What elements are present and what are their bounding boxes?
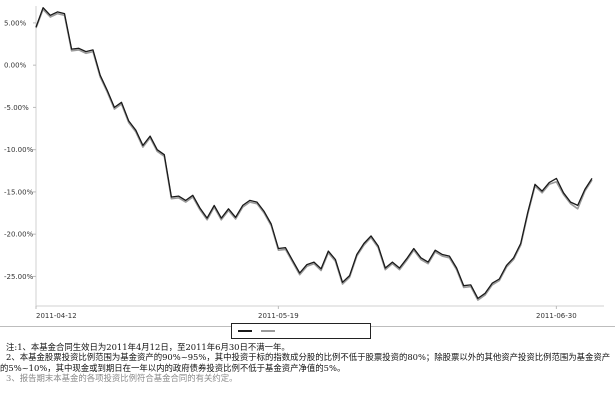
y-tick-label: 0.00% — [4, 62, 27, 70]
y-tick-label: 5.00% — [4, 19, 27, 27]
x-tick-label: 2011-05-19 — [258, 312, 299, 320]
note-line-2: 2、本基金股票投资比例范围为基金资产的90%~95%，其中投资于标的指数成分股的… — [0, 352, 611, 373]
note-line-1: 注:1、本基金合同生效日为2011年4月12日，至2011年6月30日不满一年。 — [6, 342, 290, 352]
y-tick-label: -5.00% — [4, 104, 29, 112]
legend-item-1 — [238, 330, 255, 332]
y-tick-label: -25.00% — [4, 273, 34, 281]
y-tick-label: -15.00% — [4, 188, 34, 196]
y-tick-label: -10.00% — [4, 146, 34, 154]
legend-swatch-2 — [261, 330, 275, 332]
legend-swatch-1 — [238, 330, 252, 332]
x-tick-label: 2011-06-30 — [536, 312, 577, 320]
chart-frame: 5.00% 0.00% -5.00% -10.00% -15.00% -20.00% -25… — [0, 6, 615, 327]
line-chart: 5.00% 0.00% -5.00% -10.00% -15.00% -20.00% -25… — [4, 6, 604, 320]
series-line-1 — [35, 7, 593, 300]
notes: 注:1、本基金合同生效日为2011年4月12日，至2011年6月30日不满一年。… — [0, 342, 611, 383]
x-tick-label: 2011-04-12 — [36, 312, 77, 320]
x-axis-ticks: 2011-04-12 2011-05-19 2011-06-30 — [35, 306, 577, 320]
series-line-2 — [35, 8, 593, 301]
y-axis-ticks: 5.00% 0.00% -5.00% -10.00% -15.00% -20.00% -25… — [4, 19, 36, 281]
note-line-3: 3、报告期末本基金的各项投资比例符合基金合同的有关约定。 — [6, 372, 238, 383]
legend-item-2 — [261, 330, 278, 332]
series-layer — [35, 7, 593, 301]
y-tick-label: -20.00% — [4, 231, 34, 239]
legend — [231, 323, 371, 339]
